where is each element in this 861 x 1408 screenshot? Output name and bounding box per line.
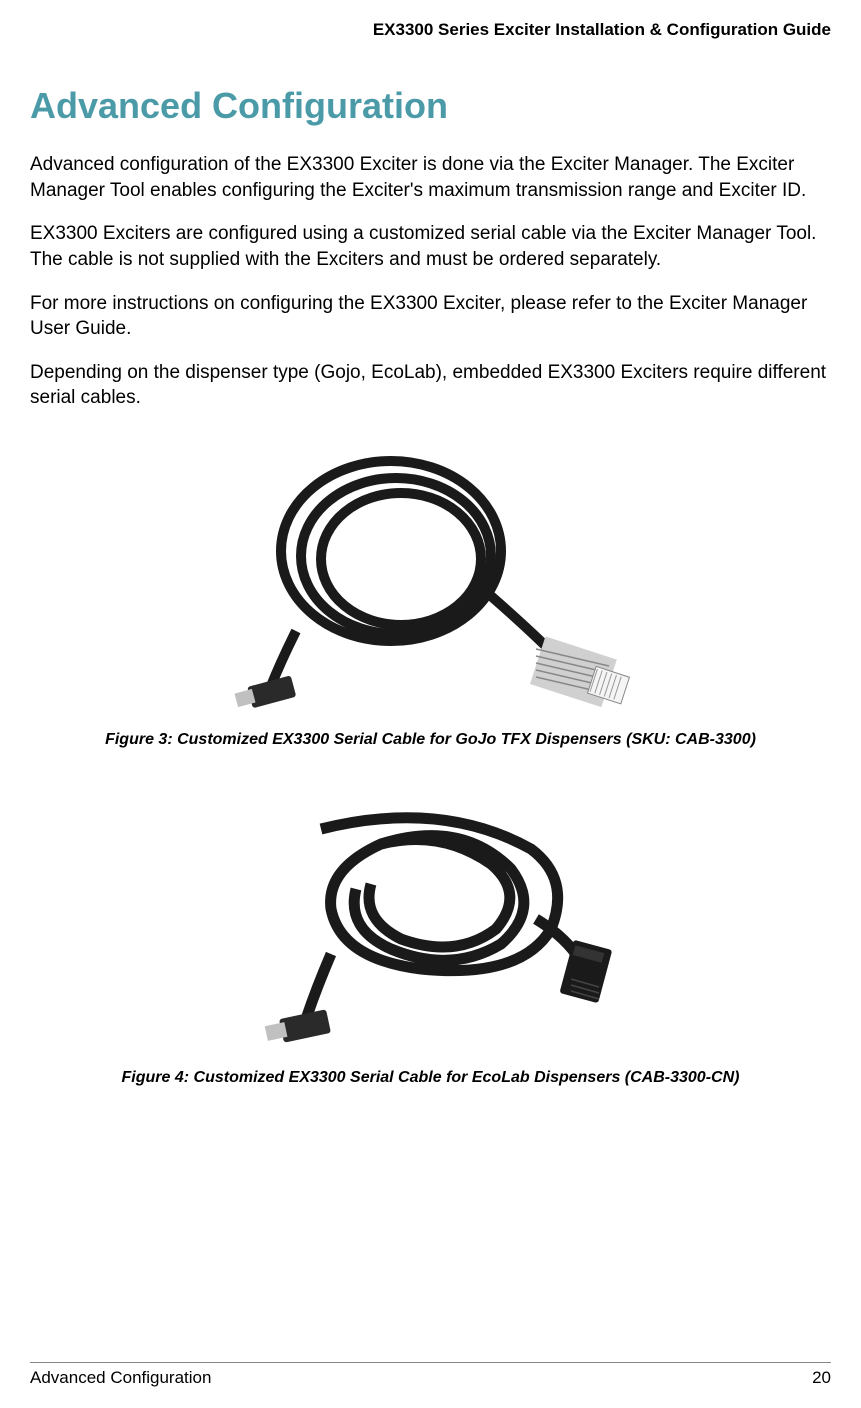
paragraph-4: Depending on the dispenser type (Gojo, E… xyxy=(30,360,831,411)
cable-2-image xyxy=(241,779,621,1059)
paragraph-2: EX3300 Exciters are configured using a c… xyxy=(30,221,831,272)
footer-page-number: 20 xyxy=(812,1368,831,1388)
main-heading: Advanced Configuration xyxy=(30,85,831,127)
cable-1-image xyxy=(221,431,641,721)
figure-4-caption: Figure 4: Customized EX3300 Serial Cable… xyxy=(30,1069,831,1087)
paragraph-3: For more instructions on configuring the… xyxy=(30,291,831,342)
page-footer: Advanced Configuration 20 xyxy=(30,1362,831,1388)
figure-3-caption: Figure 3: Customized EX3300 Serial Cable… xyxy=(30,731,831,749)
figure-4-container xyxy=(30,779,831,1059)
footer-section-name: Advanced Configuration xyxy=(30,1368,211,1388)
figure-3-container xyxy=(30,431,831,721)
header-title: EX3300 Series Exciter Installation & Con… xyxy=(30,20,831,40)
paragraph-1: Advanced configuration of the EX3300 Exc… xyxy=(30,152,831,203)
